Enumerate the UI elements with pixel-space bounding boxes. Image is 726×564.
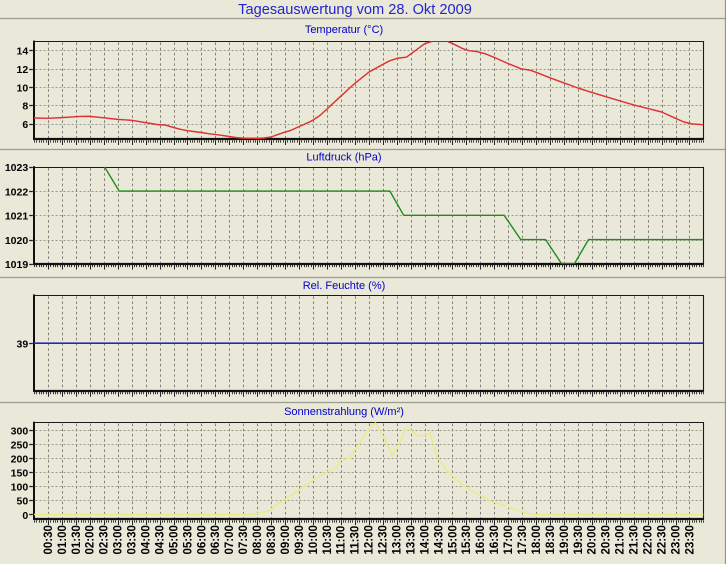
svg-text:17:00: 17:00 [503,525,515,554]
svg-text:06:00: 06:00 [196,525,208,554]
svg-text:01:00: 01:00 [57,525,69,554]
svg-text:07:30: 07:30 [238,525,250,554]
svg-text:50: 50 [17,496,29,508]
svg-text:15:30: 15:30 [461,525,473,554]
svg-text:12: 12 [17,64,29,76]
svg-text:1021: 1021 [5,211,29,223]
svg-text:11:30: 11:30 [350,526,362,555]
svg-text:13:00: 13:00 [392,525,404,554]
svg-text:19:30: 19:30 [573,525,585,554]
svg-text:18:00: 18:00 [531,525,543,554]
svg-text:13:30: 13:30 [406,525,418,554]
svg-text:04:00: 04:00 [141,525,153,554]
svg-text:11:00: 11:00 [336,526,348,555]
svg-text:Temperatur (°C): Temperatur (°C) [305,24,383,36]
svg-text:Tagesauswertung vom 28. Okt 20: Tagesauswertung vom 28. Okt 2009 [238,2,472,18]
svg-text:10:30: 10:30 [322,525,334,554]
svg-text:23:00: 23:00 [670,525,682,554]
svg-text:02:00: 02:00 [85,525,97,554]
svg-text:15:00: 15:00 [447,525,459,554]
svg-text:200: 200 [11,454,29,466]
svg-text:16:00: 16:00 [475,525,487,554]
svg-text:20:00: 20:00 [587,525,599,554]
svg-text:03:30: 03:30 [127,525,139,554]
svg-text:16:30: 16:30 [489,525,501,554]
svg-text:22:00: 22:00 [643,525,655,554]
svg-text:100: 100 [11,482,29,494]
svg-text:23:30: 23:30 [684,525,696,554]
svg-text:20:30: 20:30 [601,525,613,554]
svg-text:17:30: 17:30 [517,525,529,554]
svg-text:08:30: 08:30 [266,525,278,554]
svg-text:12:00: 12:00 [364,525,376,554]
svg-text:14:30: 14:30 [433,525,445,554]
svg-text:0: 0 [22,510,28,522]
svg-text:Rel. Feuchte (%): Rel. Feuchte (%) [303,280,386,292]
svg-text:1022: 1022 [5,186,29,198]
svg-text:300: 300 [11,425,29,437]
svg-text:02:30: 02:30 [99,525,111,554]
svg-text:05:30: 05:30 [182,525,194,554]
svg-text:19:00: 19:00 [559,525,571,554]
svg-text:1019: 1019 [5,259,29,271]
svg-text:1023: 1023 [5,162,29,174]
svg-text:Sonnenstrahlung (W/m²): Sonnenstrahlung (W/m²) [284,406,404,418]
svg-text:00:30: 00:30 [43,525,55,554]
svg-text:10: 10 [17,82,29,94]
svg-text:39: 39 [17,339,29,351]
svg-text:05:00: 05:00 [168,525,180,554]
svg-text:6: 6 [22,119,28,131]
svg-text:14: 14 [17,46,29,58]
svg-text:12:30: 12:30 [378,525,390,554]
svg-text:03:00: 03:00 [113,525,125,554]
svg-text:04:30: 04:30 [155,525,167,554]
svg-text:09:00: 09:00 [280,525,292,554]
svg-text:1020: 1020 [5,235,29,247]
svg-text:08:00: 08:00 [252,525,264,554]
svg-text:09:30: 09:30 [294,525,306,554]
svg-text:07:00: 07:00 [224,525,236,554]
svg-text:06:30: 06:30 [210,525,222,554]
svg-text:01:30: 01:30 [71,525,83,554]
svg-text:22:30: 22:30 [657,525,669,554]
svg-text:21:30: 21:30 [629,525,641,554]
svg-text:Luftdruck (hPa): Luftdruck (hPa) [306,151,381,163]
svg-text:18:30: 18:30 [545,525,557,554]
svg-text:21:00: 21:00 [615,525,627,554]
svg-text:10:00: 10:00 [308,525,320,554]
svg-text:250: 250 [11,439,29,451]
svg-text:8: 8 [22,101,28,113]
svg-text:14:00: 14:00 [419,525,431,554]
svg-text:150: 150 [11,468,29,480]
